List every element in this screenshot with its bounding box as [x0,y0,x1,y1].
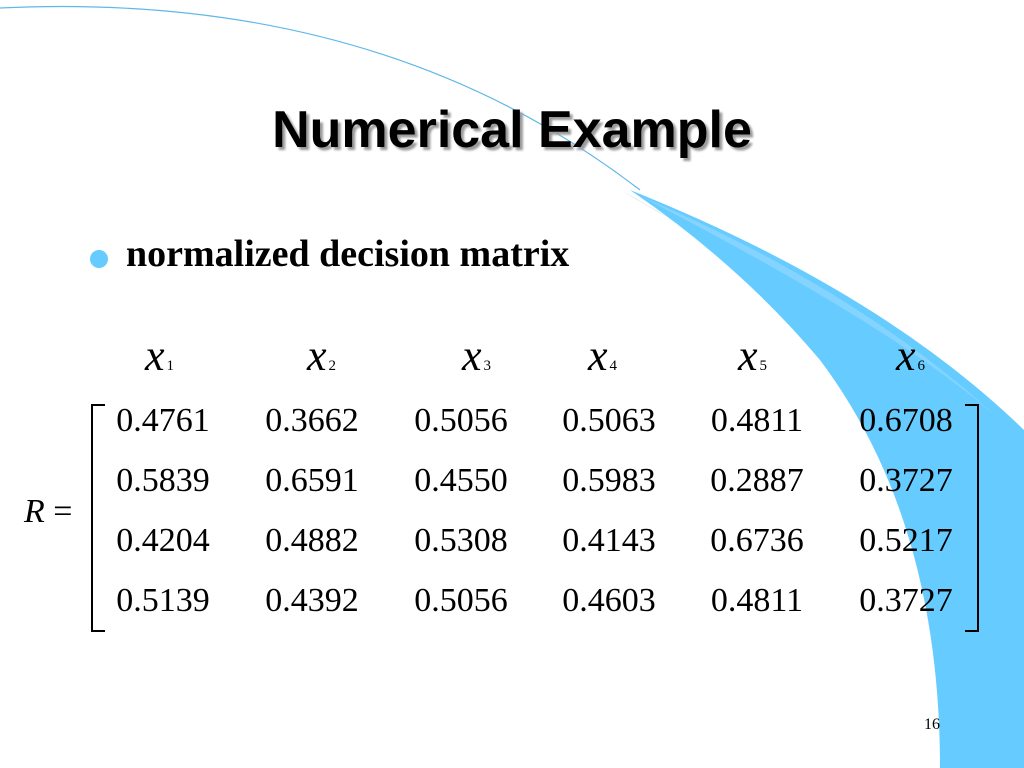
page-number: 16 [924,716,940,733]
matrix-cell: 0.4811 [710,402,804,439]
matrix-cell: 0.3662 [265,402,359,439]
matrix-cell: 0.6591 [265,462,359,499]
matrix-cell: 0.5217 [859,522,953,559]
right-bracket [965,404,979,632]
bullet-dot-icon [90,250,108,268]
matrix-cell: 0.6708 [859,402,953,439]
matrix-cell: 0.4811 [710,582,804,619]
matrix-cell: 0.5983 [562,462,656,499]
matrix-cell: 0.6736 [710,522,804,559]
matrix-cell: 0.4603 [562,582,656,619]
matrix-cell: 0.5308 [414,522,508,559]
matrix-cell: 0.3727 [859,582,953,619]
matrix-cell: 0.4550 [414,462,508,499]
swoosh-curve-line [0,5,641,191]
matrix-cell: 0.5056 [414,402,508,439]
matrix-cell: 0.5139 [116,582,210,619]
bullet-text: normalized decision matrix [126,233,570,275]
left-bracket [91,404,105,632]
matrix-cell: 0.4143 [562,522,656,559]
matrix-cell: 0.2887 [710,462,804,499]
matrix-cell: 0.5063 [562,402,656,439]
matrix-cell: 0.4882 [265,522,359,559]
matrix-cell: 0.5839 [116,462,210,499]
matrix-cell: 0.4204 [116,522,210,559]
matrix-cell: 0.4761 [116,402,210,439]
slide-title: Numerical Example [272,101,752,159]
matrix-cell: 0.4392 [265,582,359,619]
matrix-cell: 0.3727 [859,462,953,499]
swoosh-light-shape [630,190,1024,768]
matrix-cell: 0.5056 [414,582,508,619]
matrix-label: R = [24,493,73,530]
